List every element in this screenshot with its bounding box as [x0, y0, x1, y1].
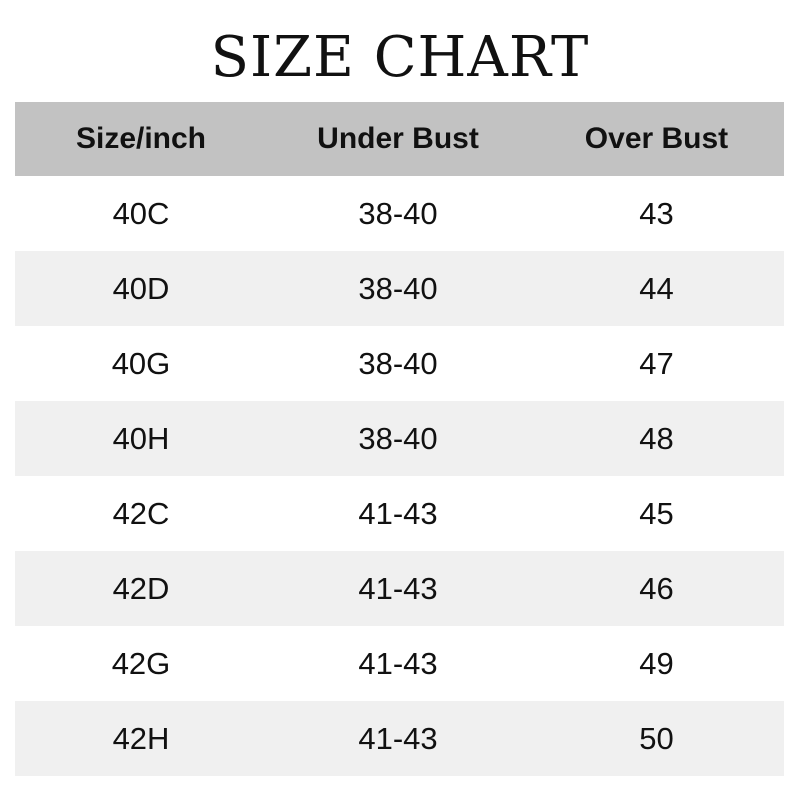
under-bust-cell: 41-43 — [358, 570, 438, 606]
table-row: 40G 38-40 47 — [15, 326, 784, 401]
column-header-under-bust: Under Bust — [317, 122, 479, 155]
over-bust-cell: 47 — [639, 345, 674, 381]
over-bust-cell: 45 — [639, 495, 674, 531]
over-bust-cell: 50 — [639, 720, 674, 756]
over-bust-cell: 48 — [639, 420, 674, 456]
size-cell: 40D — [112, 270, 170, 306]
over-bust-cell: 43 — [639, 195, 674, 231]
size-cell: 42D — [112, 570, 170, 606]
table-row: 42D 41-43 46 — [15, 551, 784, 626]
over-bust-cell: 46 — [639, 570, 674, 606]
size-cell: 42C — [112, 495, 170, 531]
size-cell: 42H — [112, 720, 170, 756]
under-bust-cell: 41-43 — [358, 720, 438, 756]
size-table: Size/inch Under Bust Over Bust 40C 38-40 4… — [15, 102, 784, 776]
column-header-over-bust: Over Bust — [584, 122, 729, 155]
table-row: 42H 41-43 50 — [15, 701, 784, 776]
size-cell: 40G — [111, 345, 171, 381]
under-bust-cell: 38-40 — [358, 270, 438, 306]
size-cell: 40C — [112, 195, 170, 231]
under-bust-cell: 38-40 — [358, 195, 438, 231]
table-row: 40H 38-40 48 — [15, 401, 784, 476]
under-bust-cell: 41-43 — [358, 645, 438, 681]
over-bust-cell: 49 — [639, 645, 674, 681]
table-header-row: Size/inch Under Bust Over Bust — [15, 102, 784, 176]
under-bust-cell: 38-40 — [358, 420, 438, 456]
over-bust-cell: 44 — [639, 270, 674, 306]
under-bust-cell: 38-40 — [358, 345, 438, 381]
table-row: 42G 41-43 49 — [15, 626, 784, 701]
size-cell: 40H — [112, 420, 170, 456]
table-row: 42C 41-43 45 — [15, 476, 784, 551]
under-bust-cell: 41-43 — [358, 495, 438, 531]
table-row: 40D 38-40 44 — [15, 251, 784, 326]
column-header-size: Size/inch — [75, 122, 207, 155]
table-row: 40C 38-40 43 — [15, 176, 784, 251]
size-cell: 42G — [111, 645, 171, 681]
page-title: SIZE CHART — [210, 25, 590, 90]
